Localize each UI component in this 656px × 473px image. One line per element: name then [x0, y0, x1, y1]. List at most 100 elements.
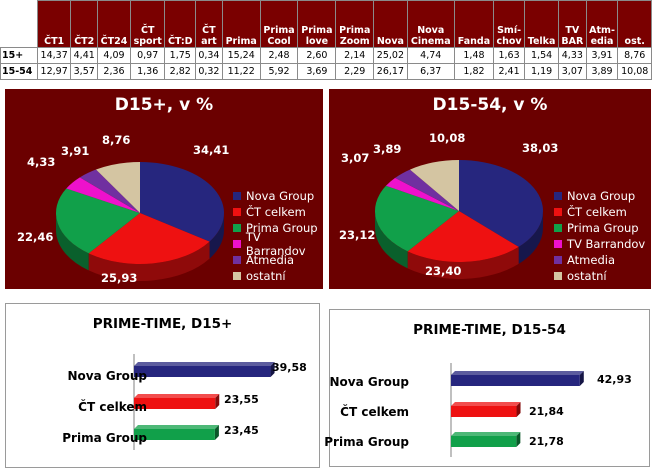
- pie-label-nova: 38,03: [522, 141, 559, 155]
- pie-slice: [56, 188, 141, 254]
- pie-label-nova: 34,41: [193, 143, 230, 157]
- bar-top: [134, 394, 220, 398]
- table-header-text: Nova: [417, 25, 445, 36]
- ratings-table: ČT1 ČT2 ČT24 ČT sport ČT:D ČT art Prima Prima Cool…: [0, 0, 652, 80]
- table-header-text: ČT:D: [167, 36, 193, 47]
- table-header-text: ČT24: [100, 36, 128, 47]
- bar-value-ct: 23,55: [224, 393, 259, 406]
- bar: [134, 366, 271, 377]
- table-cell: 26,17: [373, 63, 408, 80]
- legend-swatch: [233, 208, 241, 216]
- pie-slice-side: [56, 213, 89, 271]
- bar: [134, 398, 216, 409]
- table-cell: 10,08: [617, 63, 652, 80]
- legend-swatch: [233, 272, 241, 280]
- pie-slice: [375, 185, 459, 252]
- pie-slice: [79, 169, 140, 213]
- pie-legend: Nova Group ČT celkem Prima Group TV Barr…: [233, 188, 323, 284]
- bar-value-prima: 21,78: [529, 435, 564, 448]
- pie-slice: [140, 162, 224, 242]
- legend-swatch: [554, 272, 562, 280]
- table-cell: 3,89: [585, 63, 619, 80]
- bar-title: PRIME-TIME, D15-54: [413, 322, 566, 338]
- pie-slice: [409, 160, 459, 211]
- bar-chart-d1554: [450, 363, 584, 457]
- table-header-text: chov: [496, 36, 522, 47]
- table-cell: 0,32: [195, 63, 223, 80]
- table-corner: [0, 0, 38, 48]
- table-cell: 1,75: [164, 47, 197, 64]
- pie-label-ct: 23,40: [425, 264, 462, 278]
- legend-swatch: [554, 192, 562, 200]
- bar-chart-d15plus: [133, 354, 275, 450]
- table-header-text: BAR: [561, 36, 584, 47]
- legend-item-ostatni: ostatní: [233, 268, 323, 284]
- table-cell: 8,76: [617, 47, 652, 64]
- pie-slice: [66, 177, 140, 213]
- pie-slice: [407, 211, 519, 262]
- legend-swatch: [233, 240, 241, 248]
- table-header-cell: ČT sport: [129, 0, 166, 48]
- table-header-text: Fanda: [457, 36, 491, 47]
- table-header-cell: Prima Zoom: [335, 0, 375, 48]
- table-cell: 0,34: [195, 47, 223, 64]
- pie-label-ostatni: 10,08: [429, 131, 466, 145]
- table-cell: 2,29: [335, 63, 375, 80]
- table-header-cell: Prima love: [297, 0, 337, 48]
- pie-title: D15-54, v %: [432, 95, 548, 115]
- legend-swatch: [233, 256, 241, 264]
- bar-value-prima: 23,45: [224, 424, 259, 437]
- table-header-text: love: [305, 36, 329, 47]
- pie-chart-d15plus: [56, 162, 224, 281]
- pie-label-prima: 23,12: [339, 228, 376, 242]
- legend-swatch: [233, 192, 241, 200]
- legend-item-atmedia: Atmedia: [233, 252, 323, 268]
- legend-swatch: [233, 224, 241, 232]
- table-header-cell: Smí-chov: [492, 0, 526, 48]
- legend-swatch: [554, 208, 562, 216]
- table-header-text: Prima: [301, 25, 333, 36]
- legend-item-ct: ČT celkem: [233, 204, 323, 220]
- legend-item-atmedia: Atmedia: [554, 252, 645, 268]
- table-cell: 14,37: [36, 47, 72, 64]
- legend-item-tvb: TV Barrandov: [554, 236, 645, 252]
- table-header-text: Cool: [267, 36, 291, 47]
- table-header-text: ost.: [624, 36, 645, 47]
- table-header-text: Cinema: [410, 36, 451, 47]
- bar-category-ct: ČT celkem: [340, 405, 409, 419]
- legend-item-prima: Prima Group: [554, 220, 645, 236]
- table-header-text: Prima: [339, 25, 371, 36]
- table-header-cell: ost.: [617, 0, 652, 48]
- bar-category-prima: Prima Group: [324, 435, 409, 449]
- table-header-text: edia: [590, 36, 614, 47]
- table-cell: 3,07: [558, 63, 587, 80]
- table-cell: 0,97: [129, 47, 166, 64]
- table-cell: 1,48: [453, 47, 495, 64]
- legend-item-ostatni: ostatní: [554, 268, 645, 284]
- pie-title: D15+, v %: [114, 95, 214, 115]
- pie-slice: [395, 169, 459, 211]
- table-header-text: TV: [565, 25, 580, 36]
- pie-panel-d1554: D15-54, v % Nova Group ČT celkem Prima G…: [329, 89, 651, 289]
- table-header-text: sport: [133, 36, 162, 47]
- table-header-cell: Fanda: [453, 0, 495, 48]
- table-cell: 4,09: [97, 47, 131, 64]
- bar: [134, 429, 215, 440]
- pie-slice-side: [518, 211, 543, 264]
- row-label: 15+: [0, 47, 38, 64]
- table-cell: 3,91: [585, 47, 619, 64]
- table-header-text: Prima: [225, 36, 257, 47]
- table-header-text: ČT: [202, 25, 216, 36]
- table-cell: 6,37: [406, 63, 455, 80]
- table-cell: 4,41: [70, 47, 99, 64]
- table-cell: 4,33: [558, 47, 587, 64]
- table-cell: 11,22: [221, 63, 261, 80]
- bar-panel-d1554: PRIME-TIME, D15-54 Nova Group ČT celkem …: [324, 309, 650, 467]
- legend-item-prima: Prima Group: [233, 220, 323, 236]
- table-header-cell: TV BAR: [558, 0, 587, 48]
- bar: [451, 406, 517, 417]
- legend-item-nova: Nova Group: [554, 188, 645, 204]
- pie-label-ostatni: 8,76: [102, 133, 131, 147]
- table-header-text: Prima: [263, 25, 295, 36]
- table-cell: 1,63: [492, 47, 526, 64]
